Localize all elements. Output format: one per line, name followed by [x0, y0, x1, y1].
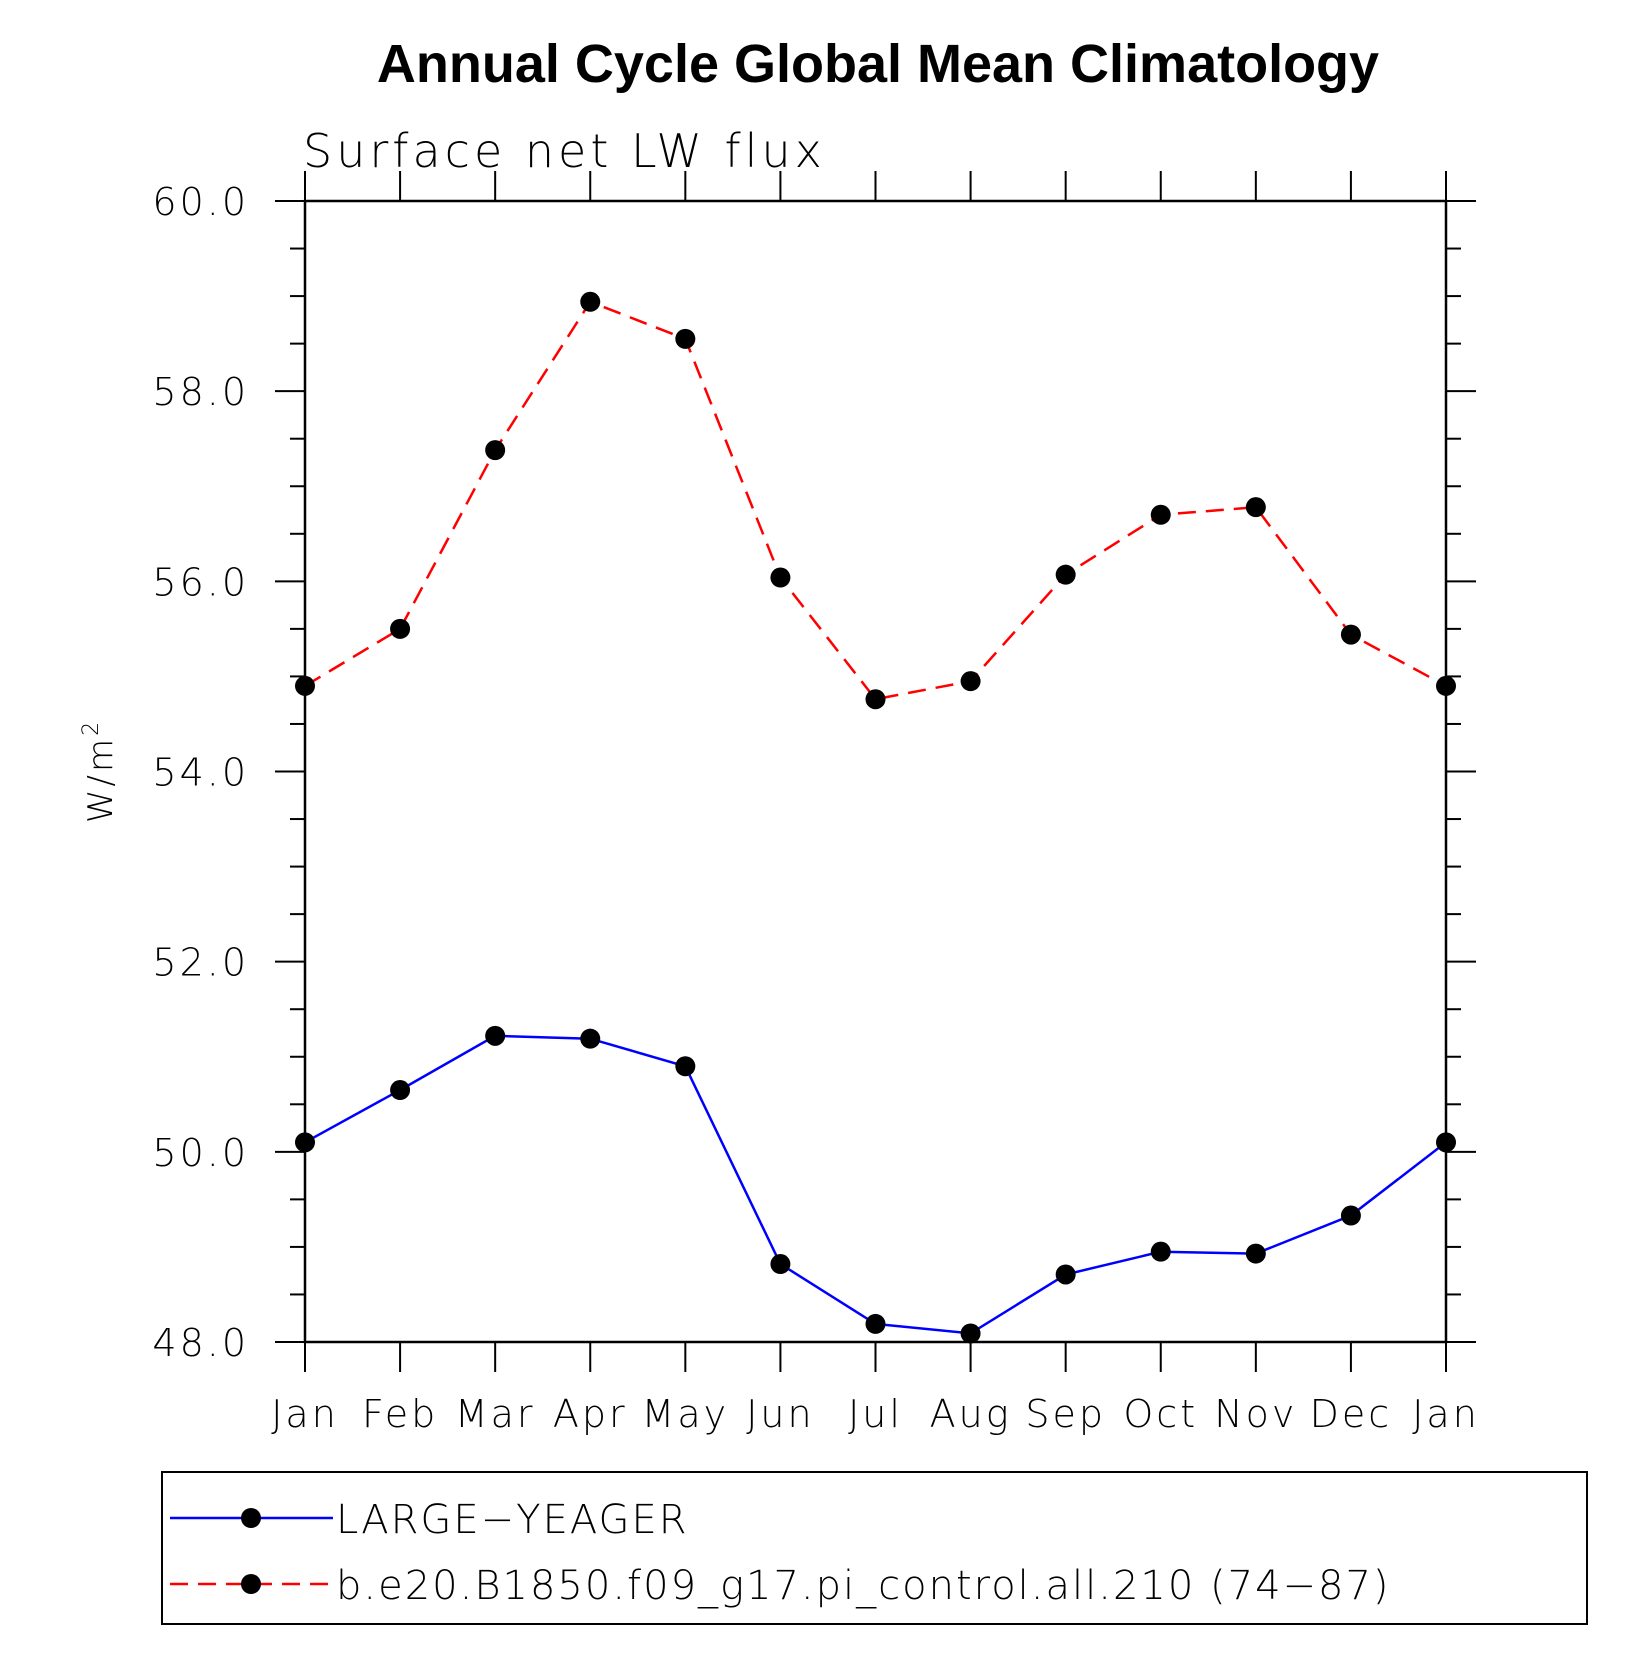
- series-2-point: [1340, 624, 1361, 645]
- x-tick-label: Nov: [1214, 1392, 1297, 1436]
- series-2-point: [485, 440, 506, 461]
- series-2-point: [865, 689, 886, 710]
- legend-label-2: b.e20.B1850.f09_g17.pi_control.all.210 (…: [336, 1563, 1391, 1609]
- series-2-point: [960, 671, 981, 692]
- x-tick-label: Aug: [930, 1392, 1012, 1436]
- y-tick-label: 58.0: [152, 370, 249, 414]
- series-1-point: [580, 1028, 601, 1049]
- series-1-point: [770, 1254, 791, 1275]
- plot-frame: [303, 199, 1448, 1344]
- series-1-point: [1245, 1243, 1266, 1264]
- chart-subtitle: Surface net LW flux: [303, 124, 826, 178]
- series-1-point: [1436, 1132, 1456, 1153]
- x-tick-label: Sep: [1025, 1392, 1106, 1436]
- x-tick-label: Dec: [1310, 1392, 1393, 1436]
- series-1-point: [865, 1313, 886, 1334]
- series-2-point: [1245, 497, 1266, 518]
- series-layer: [295, 291, 1456, 1344]
- legend: LARGE−YEAGER b.e20.B1850.f09_g17.pi_contr…: [161, 1471, 1588, 1625]
- series-2-point: [675, 328, 696, 349]
- legend-marker-2: [241, 1574, 261, 1594]
- x-tick-label: May: [642, 1392, 730, 1436]
- x-tick-label: Jun: [746, 1392, 814, 1436]
- legend-marker-1: [241, 1508, 261, 1528]
- series-2-point: [295, 675, 315, 696]
- series-1-point: [485, 1025, 506, 1046]
- series-1-point: [390, 1080, 411, 1101]
- x-tick-label: Jul: [848, 1392, 903, 1436]
- y-tick-label: 48.0: [152, 1321, 249, 1365]
- y-tick-label: 52.0: [152, 941, 249, 985]
- series-2-point: [770, 567, 791, 588]
- x-tick-label: Jan: [1412, 1392, 1480, 1436]
- y-tick-label: 56.0: [152, 560, 249, 604]
- x-tick-label: Apr: [553, 1392, 628, 1436]
- x-tick-label: Feb: [362, 1392, 438, 1436]
- series-1-point: [1340, 1205, 1361, 1226]
- y-axis-label: W/m2: [79, 719, 121, 823]
- series-1-point: [1055, 1264, 1076, 1285]
- x-tick-label: Mar: [455, 1392, 536, 1436]
- chart-title: Annual Cycle Global Mean Climatology: [377, 34, 1379, 94]
- series-2-point: [390, 618, 411, 639]
- series-2-point: [1150, 504, 1171, 525]
- series-line-1: [304, 1034, 1447, 1335]
- series-1-point: [1150, 1241, 1171, 1262]
- x-tick-label: Oct: [1123, 1392, 1198, 1436]
- legend-box: [161, 1471, 1588, 1625]
- series-1-point: [295, 1132, 315, 1153]
- series-line-2: [304, 300, 1447, 701]
- y-tick-label: 50.0: [152, 1131, 249, 1175]
- series-1-point: [960, 1323, 981, 1344]
- x-tick-label: Jan: [271, 1392, 339, 1436]
- series-1-point: [675, 1056, 696, 1077]
- y-tick-label: 60.0: [152, 180, 249, 224]
- plot-axes: 48.0 50.0 52.0 54.0 56.0 58.0 60.0 Jan Feb Mar Apr…: [79, 171, 1480, 1436]
- series-2-point: [1055, 564, 1076, 585]
- legend-label-1: LARGE−YEAGER: [336, 1497, 689, 1543]
- series-2-point: [580, 291, 601, 312]
- y-axis-label-superscript: 2: [79, 719, 104, 736]
- y-tick-label: 54.0: [152, 751, 249, 795]
- series-2-point: [1436, 675, 1456, 696]
